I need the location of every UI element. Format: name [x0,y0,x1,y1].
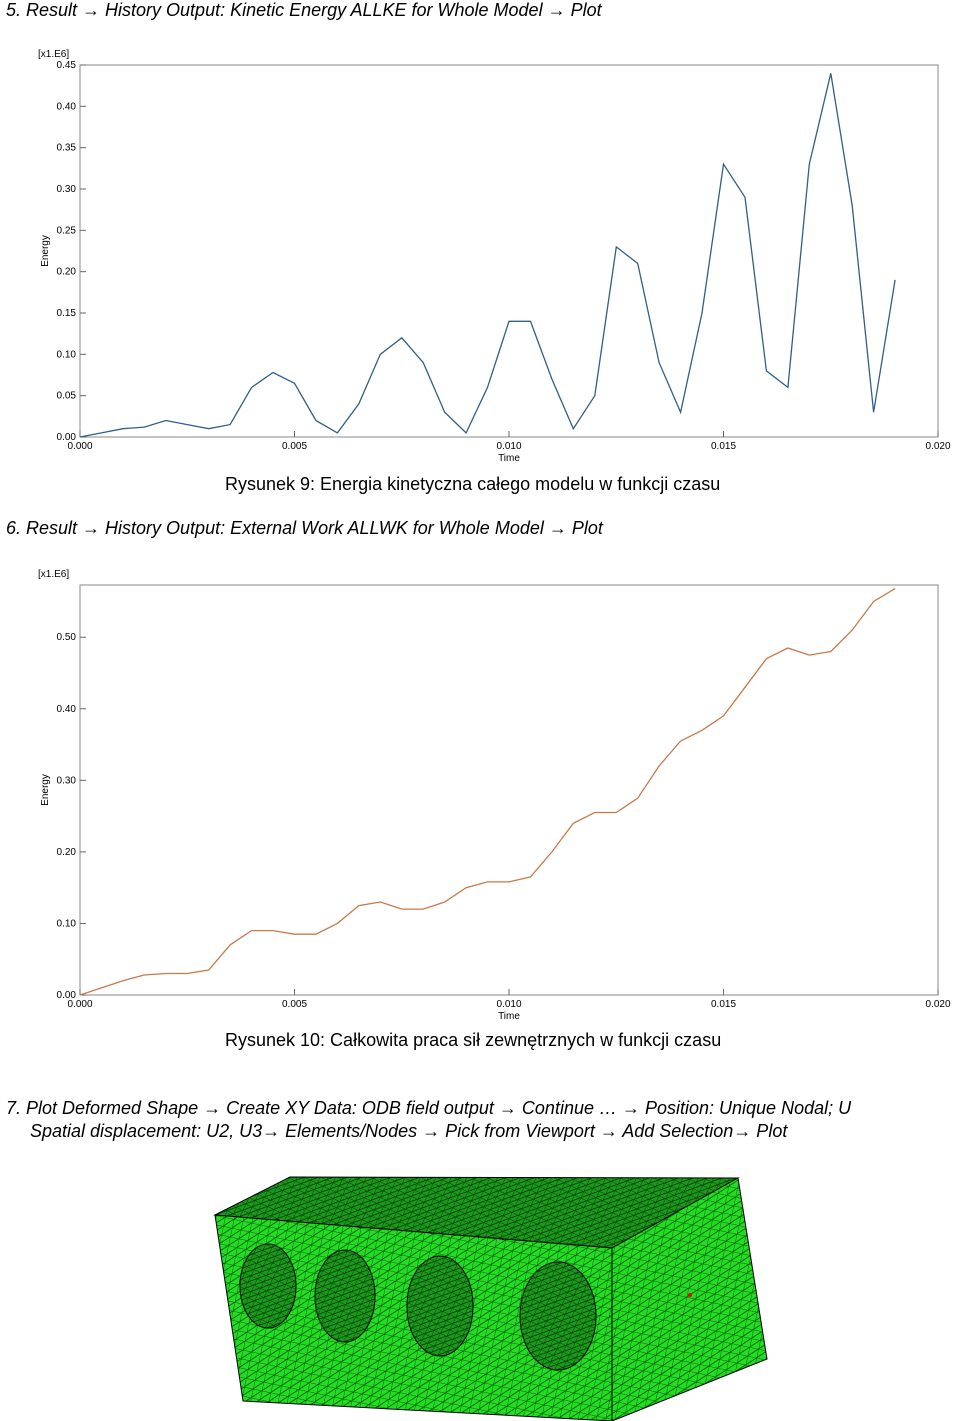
plot-frame [79,584,939,996]
x-tick-label: 0.010 [496,441,521,452]
x-tick-label: 0.010 [496,999,521,1010]
y-axis-label: Energy [40,774,51,806]
scale-label: [x1.E6] [38,569,69,580]
step: 7. Plot Deformed Shape → Create XY Data:… [6,1098,852,1118]
y-tick-label: 0.10 [57,349,77,360]
y-tick-label: 0.40 [57,101,77,112]
step: 6. Result → History Output: External Wor… [6,518,603,538]
x-tick-label: 0.020 [925,999,950,1010]
y-tick-label: 0.30 [57,775,77,786]
hole [239,1243,297,1329]
charts: [x1.E6] Energy Time 0.00 0.05 0.10 0.15 0.20 0.2… [38,49,951,1022]
y-tick-label: 0.15 [57,308,77,319]
hole [314,1249,376,1343]
x-tick-label: 0.015 [711,999,736,1010]
data-line [79,588,896,996]
caption: Rysunek 10: Całkowita praca sił zewnętrz… [225,1030,722,1050]
plot-frame [79,64,939,438]
y-tick-label: 0.40 [57,704,77,715]
y-tick-label: 0.50 [57,632,77,643]
y-tick-label: 0.30 [57,184,77,195]
x-axis-label: Time [498,453,520,464]
y-tick-label: 0.10 [57,918,77,929]
y-tick-label: 0.00 [57,432,77,443]
y-axis-label: Energy [40,235,51,267]
x-tick-label: 0.000 [67,999,92,1010]
y-tick-label: 0.45 [57,60,77,71]
y-tick-label: 0.20 [57,847,77,858]
hole [406,1255,474,1357]
caption: Rysunek 9: Energia kinetyczna całego mod… [225,474,721,494]
data-line [79,73,896,438]
picked-node [688,1293,692,1297]
mesh-side [611,1177,768,1421]
x-tick-label: 0.000 [67,441,92,452]
step: 5. Result → History Output: Kinetic Ener… [6,0,602,20]
y-tick-label: 0.05 [57,391,77,402]
x-tick-label: 0.020 [925,441,950,452]
mesh-view [213,1176,768,1421]
step: Spatial displacement: U2, U3→ Elements/N… [30,1121,788,1141]
y-tick-label: 0.00 [57,990,77,1001]
x-tick-label: 0.015 [711,441,736,452]
x-tick-label: 0.005 [282,441,307,452]
y-tick-label: 0.25 [57,225,77,236]
scale-label: [x1.E6] [38,49,69,60]
y-tick-label: 0.35 [57,143,77,154]
hole [519,1261,597,1371]
x-tick-label: 0.005 [282,999,307,1010]
x-axis-label: Time [498,1011,520,1022]
y-tick-label: 0.20 [57,267,77,278]
